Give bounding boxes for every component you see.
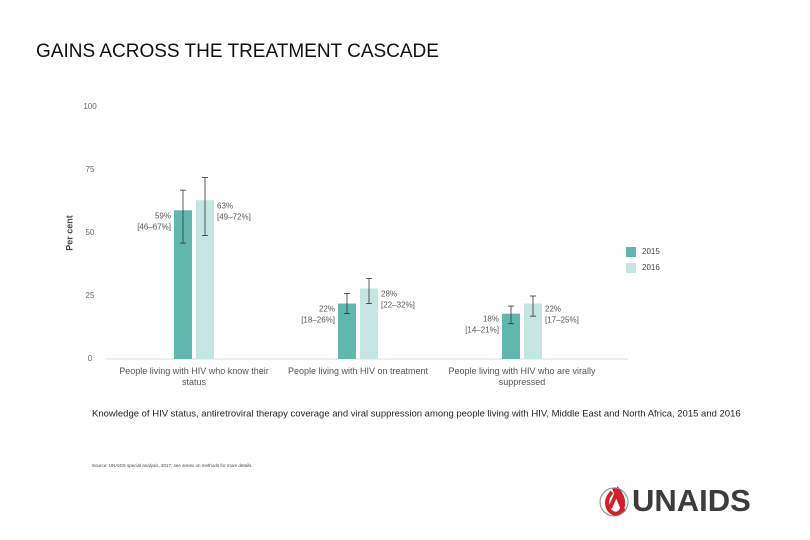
logo-text: UNAIDS xyxy=(632,483,751,518)
ci-label: [49–72%] xyxy=(217,212,251,221)
x-tick-label: People living with HIV who know their st… xyxy=(119,366,269,387)
x-tick-label: People living with HIV on treatment xyxy=(287,366,429,376)
y-tick-label: 75 xyxy=(86,165,95,174)
caption: Knowledge of HIV status, antiretroviral … xyxy=(92,409,741,420)
bar xyxy=(360,288,378,359)
legend-label: 2016 xyxy=(642,263,660,272)
legend-swatch xyxy=(626,247,636,257)
value-label: 59% xyxy=(155,211,171,220)
logo: UNAIDS xyxy=(599,483,751,518)
ci-label: [17–25%] xyxy=(545,316,579,325)
y-tick-label: 25 xyxy=(86,291,95,300)
ci-label: [46–67%] xyxy=(137,222,171,231)
bar xyxy=(338,303,356,359)
value-label: 22% xyxy=(319,305,335,314)
bar xyxy=(502,313,520,359)
ci-label: [18–26%] xyxy=(301,316,335,325)
value-label: 28% xyxy=(381,290,397,299)
bar xyxy=(524,303,542,359)
legend-swatch xyxy=(626,263,636,273)
source: Source: UNAIDS special analysis, 2017; s… xyxy=(92,463,253,468)
logo-globe xyxy=(599,487,629,517)
logo-ribbon xyxy=(605,486,626,517)
y-tick-label: 50 xyxy=(86,228,95,237)
value-label: 22% xyxy=(545,305,561,314)
y-tick-label: 0 xyxy=(88,354,93,363)
x-tick-label: People living with HIV who are virally s… xyxy=(448,366,596,387)
value-label: 18% xyxy=(483,315,499,324)
y-tick-label: 100 xyxy=(83,102,97,111)
ci-label: [14–21%] xyxy=(465,326,499,335)
slide-title: GAINS ACROSS THE TREATMENT CASCADE xyxy=(36,41,439,62)
ci-label: [22–32%] xyxy=(381,301,415,310)
legend-label: 2015 xyxy=(642,247,660,256)
bar xyxy=(196,200,214,359)
y-axis-label: Per cent xyxy=(64,215,74,251)
bar xyxy=(174,210,192,359)
value-label: 63% xyxy=(217,201,233,210)
